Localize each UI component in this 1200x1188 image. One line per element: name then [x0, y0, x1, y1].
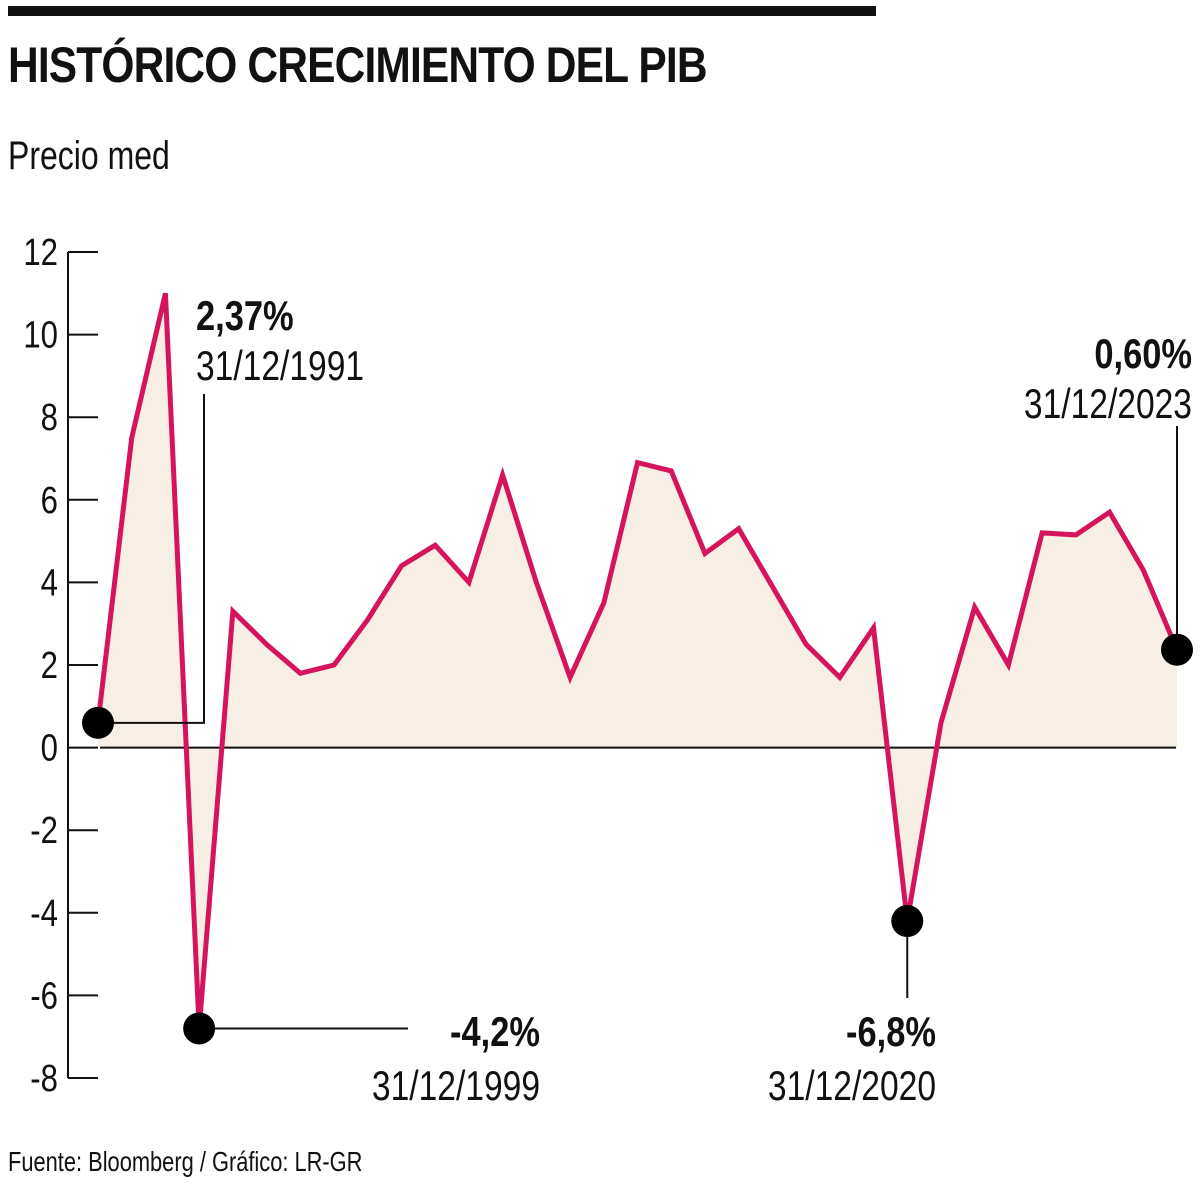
annotation-date-1991: 31/12/1991	[196, 344, 364, 390]
y-tick-label: -6	[30, 976, 58, 1018]
chart-title: HISTÓRICO CRECIMIENTO DEL PIB	[8, 37, 708, 93]
series-area	[98, 293, 1177, 1029]
annotation-1999: -4,2% 31/12/1999	[372, 1009, 540, 1110]
y-tick-label: 0	[41, 728, 58, 770]
y-tick-label: -8	[30, 1058, 58, 1100]
y-tick-label: 8	[41, 397, 58, 439]
annotation-marker	[891, 905, 924, 938]
annotation-marker	[183, 1012, 216, 1045]
annotation-date-1999: 31/12/1999	[372, 1064, 540, 1110]
annotation-date-2020: 31/12/2020	[768, 1064, 936, 1110]
annotation-value-2020: -6,8%	[846, 1009, 936, 1056]
chart-svg: 12 10 8 6 4 2 0 -2 -4 -6 -8 2,37% 31/12/1991 -4,2%…	[23, 232, 1193, 1110]
annotation-value-1999: -4,2%	[450, 1009, 540, 1056]
annotation-2020: -6,8% 31/12/2020	[768, 1009, 936, 1110]
leader-lines	[98, 394, 1178, 1030]
y-tick-label: 2	[41, 645, 58, 687]
y-tick-label: -2	[30, 810, 58, 852]
annotation-date-2023: 31/12/2023	[1024, 382, 1192, 428]
annotation-marker	[1161, 633, 1193, 666]
markers	[82, 633, 1193, 1045]
y-tick-label: -4	[30, 893, 58, 935]
line-layer	[95, 292, 1180, 1029]
annotation-1991: 2,37% 31/12/1991	[196, 293, 364, 390]
series-line	[95, 292, 1180, 1029]
y-tick-label: 4	[41, 563, 58, 605]
source-note: Fuente: Bloomberg / Gráfico: LR-GR	[8, 1146, 363, 1177]
annotation-value-1991: 2,37%	[196, 293, 294, 340]
top-rule	[8, 6, 876, 16]
y-ticks: 12 10 8 6 4 2 0 -2 -4 -6 -8	[23, 232, 98, 1100]
chart-subtitle: Precio med	[8, 134, 170, 178]
annotation-value-2023: 0,60%	[1094, 331, 1192, 378]
annotation-2023: 0,60% 31/12/2023	[1024, 331, 1192, 428]
y-tick-label: 10	[23, 315, 58, 357]
y-tick-label: 12	[23, 232, 58, 274]
area-layer	[98, 293, 1177, 1029]
y-tick-label: 6	[41, 480, 58, 522]
leader-1991	[98, 394, 205, 724]
annotation-marker	[82, 706, 114, 739]
